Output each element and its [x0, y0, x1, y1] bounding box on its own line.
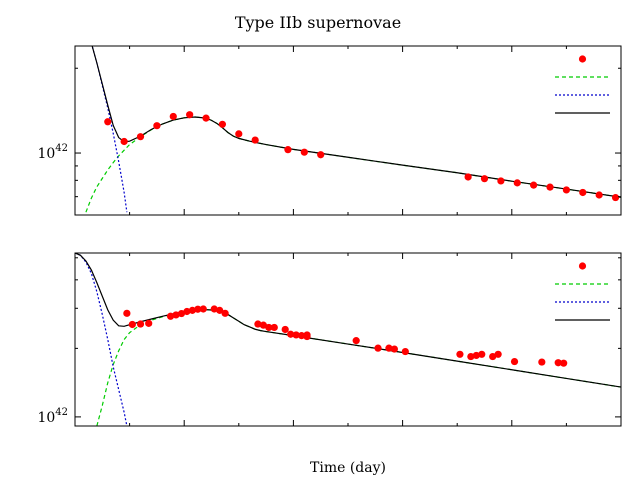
data-point: [489, 352, 497, 361]
data-point: [480, 175, 489, 183]
series-solid-line: [91, 46, 621, 198]
data-point: [284, 146, 292, 154]
data-point: [281, 325, 289, 334]
data-point: [104, 118, 112, 126]
data-point: [287, 330, 295, 338]
data-point: [136, 320, 145, 328]
data-point: [390, 345, 399, 353]
data-point: [554, 359, 562, 367]
data-point: [169, 112, 177, 121]
data-point: [186, 111, 194, 119]
data-point: [530, 181, 538, 189]
data-point: [472, 351, 480, 360]
data-point: [265, 323, 273, 332]
data-point: [210, 305, 218, 313]
series-dotted-line: [75, 253, 128, 426]
data-point: [513, 179, 521, 187]
data-point: [478, 350, 486, 358]
data-point: [145, 319, 153, 327]
x-axis-label: Time (day): [310, 460, 386, 476]
data-point: [510, 357, 519, 366]
data-point: [456, 350, 464, 358]
y-tick-label: 1042: [37, 407, 68, 426]
y-tick-label: 1042: [37, 143, 68, 162]
data-point: [300, 148, 308, 156]
plot-frame: [74, 45, 622, 216]
data-point: [202, 114, 210, 122]
data-point: [317, 151, 325, 159]
data-point: [464, 173, 472, 181]
data-point: [123, 309, 131, 317]
data-point: [136, 133, 145, 141]
data-point: [595, 191, 603, 199]
data-point: [235, 130, 243, 138]
plot-frame: [74, 252, 622, 427]
data-point: [538, 358, 546, 366]
data-point: [153, 122, 161, 130]
data-point: [297, 332, 306, 340]
data-point: [120, 137, 128, 146]
series-dotted-line: [91, 46, 128, 213]
data-point: [292, 331, 300, 339]
data-point: [494, 350, 502, 358]
data-point: [546, 183, 554, 191]
data-point: [194, 305, 202, 313]
data-point: [270, 323, 278, 332]
data-point: [221, 309, 229, 317]
data-point: [401, 347, 409, 356]
data-point: [177, 309, 186, 318]
data-point: [579, 188, 587, 197]
top-panel: 1042: [37, 45, 622, 216]
data-point: [128, 320, 136, 329]
series-dashed-line: [96, 309, 621, 426]
series-dashed-line: [85, 116, 621, 213]
legend-marker: [578, 55, 587, 63]
data-point: [352, 337, 360, 345]
data-point: [166, 312, 175, 320]
data-point: [497, 177, 505, 185]
data-point: [216, 306, 224, 314]
data-point: [562, 186, 571, 194]
data-point: [374, 344, 382, 352]
data-point: [611, 193, 620, 202]
data-point: [259, 321, 267, 329]
data-point: [199, 305, 207, 313]
legend-marker: [578, 262, 587, 270]
data-point: [254, 320, 262, 328]
series-solid-line: [75, 253, 621, 388]
data-point: [188, 306, 196, 314]
bottom-panel: 1042: [37, 252, 622, 427]
data-point: [183, 307, 191, 316]
data-point: [467, 352, 475, 361]
data-point: [251, 136, 259, 144]
data-point: [172, 311, 180, 319]
figure-title: Type IIb supernovae: [235, 13, 401, 32]
data-point: [218, 120, 227, 128]
data-point: [385, 344, 393, 352]
data-point: [560, 359, 568, 367]
data-point: [303, 331, 311, 339]
